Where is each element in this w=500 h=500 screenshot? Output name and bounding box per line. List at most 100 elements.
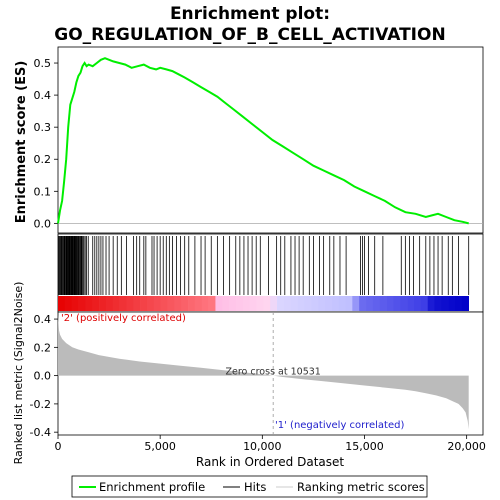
chart-title-line2: GO_REGULATION_OF_B_CELL_ACTIVATION: [54, 25, 445, 45]
heat-bar-segment: [146, 296, 155, 311]
heat-bar-segment: [181, 296, 189, 311]
heat-bar-segment: [359, 296, 367, 311]
heat-bar-segment: [283, 296, 292, 311]
ranking-y-tick-label: -0.4: [30, 426, 51, 439]
heat-bar-segment: [393, 296, 401, 311]
heat-bar-segment: [263, 296, 271, 311]
heat-bar-segment: [304, 296, 312, 311]
heat-bar-segment: [297, 296, 305, 311]
heat-bar-segment: [222, 296, 230, 311]
heat-bar-segment: [407, 296, 415, 311]
legend: Enrichment profile Hits Ranking metric s…: [71, 475, 428, 498]
heat-bar-segment: [208, 296, 216, 311]
heat-bar-segment: [318, 296, 326, 311]
heat-bar-segment: [338, 296, 346, 311]
x-tick-label: 15,000: [345, 440, 384, 453]
heat-bar-segment: [112, 296, 120, 311]
x-tick-label: 20,000: [447, 440, 486, 453]
es-y-axis-label: Enrichment score (ES): [14, 61, 29, 224]
ranking-y-tick-label: 0.2: [34, 341, 52, 354]
enrichment-profile-line: [57, 57, 469, 225]
x-tick-label: 5,000: [144, 440, 176, 453]
heat-bar-segment: [441, 296, 449, 311]
heat-bar-segment: [427, 296, 435, 311]
es-y-tick-label: 0.1: [34, 185, 52, 198]
heat-bar-segment: [270, 296, 278, 311]
legend-label-hits: Hits: [244, 480, 266, 494]
es-panel-frame: [57, 46, 484, 234]
heat-bar-segment: [400, 296, 408, 311]
heat-bar-segment: [153, 296, 161, 311]
heat-bar-segment: [352, 296, 360, 311]
es-y-tick-label: 0.0: [34, 217, 52, 230]
heat-bar-segment: [105, 296, 114, 311]
ranking-metric-area: [58, 314, 469, 430]
heat-bar-segment: [249, 296, 257, 311]
ranking-y-tick-label: 0.0: [34, 370, 52, 383]
hits-panel: [57, 233, 484, 313]
heat-bar-segment: [324, 296, 333, 311]
heat-bar-segment: [119, 296, 127, 311]
heat-bar-segment: [290, 296, 298, 311]
positive-correlation-label: '2' (positively correlated): [61, 313, 186, 324]
heat-bar-segment: [331, 296, 339, 311]
es-panel: 0.0 0.1 0.2 0.3 0.4 0.5 Enrichment score (ES): [14, 46, 484, 234]
heat-bar-segment: [413, 296, 422, 311]
es-y-tick-label: 0.5: [34, 57, 52, 70]
rank-heat-bar: [58, 296, 469, 311]
heat-bar-segment: [420, 296, 428, 311]
heat-bar-segment: [188, 296, 196, 311]
chart-title-line1: Enrichment plot:: [170, 4, 330, 24]
zero-cross-label: Zero cross at 10531: [226, 367, 321, 378]
heat-bar-segment: [85, 296, 93, 311]
heat-bar-segment: [78, 296, 86, 311]
heat-bar-segment: [386, 296, 394, 311]
heat-bar-segment: [235, 296, 244, 311]
legend-label-ranking: Ranking metric scores: [297, 480, 425, 494]
heat-bar-segment: [160, 296, 168, 311]
heat-bar-segment: [372, 296, 381, 311]
heat-bar-segment: [92, 296, 100, 311]
heat-bar-segment: [64, 296, 72, 311]
heat-bar-segment: [256, 296, 264, 311]
negative-correlation-label: '1' (negatively correlated): [275, 420, 404, 431]
es-y-tick-label: 0.3: [34, 121, 52, 134]
es-y-ticks: 0.0 0.1 0.2 0.3 0.4 0.5: [34, 57, 58, 230]
heat-bar-segment: [215, 296, 223, 311]
es-y-tick-label: 0.4: [34, 89, 52, 102]
ranking-y-tick-label: 0.4: [34, 313, 52, 326]
x-axis-label: Rank in Ordered Dataset: [196, 455, 344, 469]
heat-bar-segment: [434, 296, 442, 311]
x-tick-label: 0: [55, 440, 62, 453]
heat-bar-segment: [311, 296, 319, 311]
heat-bar-segment: [58, 296, 66, 311]
es-y-tick-label: 0.2: [34, 153, 52, 166]
heat-bar-segment: [277, 296, 285, 311]
heat-bar-segment: [140, 296, 148, 311]
ranking-y-axis-label: Ranked list metric (Signal2Noise): [12, 282, 25, 465]
heat-bar-segment: [461, 296, 469, 311]
heat-bar-segment: [133, 296, 141, 311]
legend-label-profile: Enrichment profile: [99, 480, 205, 494]
x-ticks: 0 5,000 10,000 15,000 20,000: [55, 435, 486, 453]
heat-bar-segment: [99, 296, 107, 311]
heat-bar-segment: [345, 296, 353, 311]
ranking-panel: Zero cross at 10531 '2' (positively corr…: [12, 282, 486, 469]
heat-bar-segment: [455, 296, 463, 311]
heat-bar-segment: [126, 296, 134, 311]
heat-bar-segment: [201, 296, 209, 311]
heat-bar-segment: [366, 296, 374, 311]
ranking-y-ticks: 0.4 0.2 0.0 -0.2 -0.4: [30, 313, 58, 439]
heat-bar-segment: [229, 296, 237, 311]
heat-bar-segment: [448, 296, 456, 311]
heat-bar-segment: [242, 296, 250, 311]
x-tick-label: 10,000: [243, 440, 282, 453]
legend-frame: [71, 475, 428, 498]
ranking-y-tick-label: -0.2: [30, 398, 51, 411]
hit-lines: [58, 236, 470, 295]
heat-bar-segment: [71, 296, 79, 311]
heat-bar-segment: [379, 296, 387, 311]
heat-bar-segment: [194, 296, 203, 311]
heat-bar-segment: [174, 296, 182, 311]
